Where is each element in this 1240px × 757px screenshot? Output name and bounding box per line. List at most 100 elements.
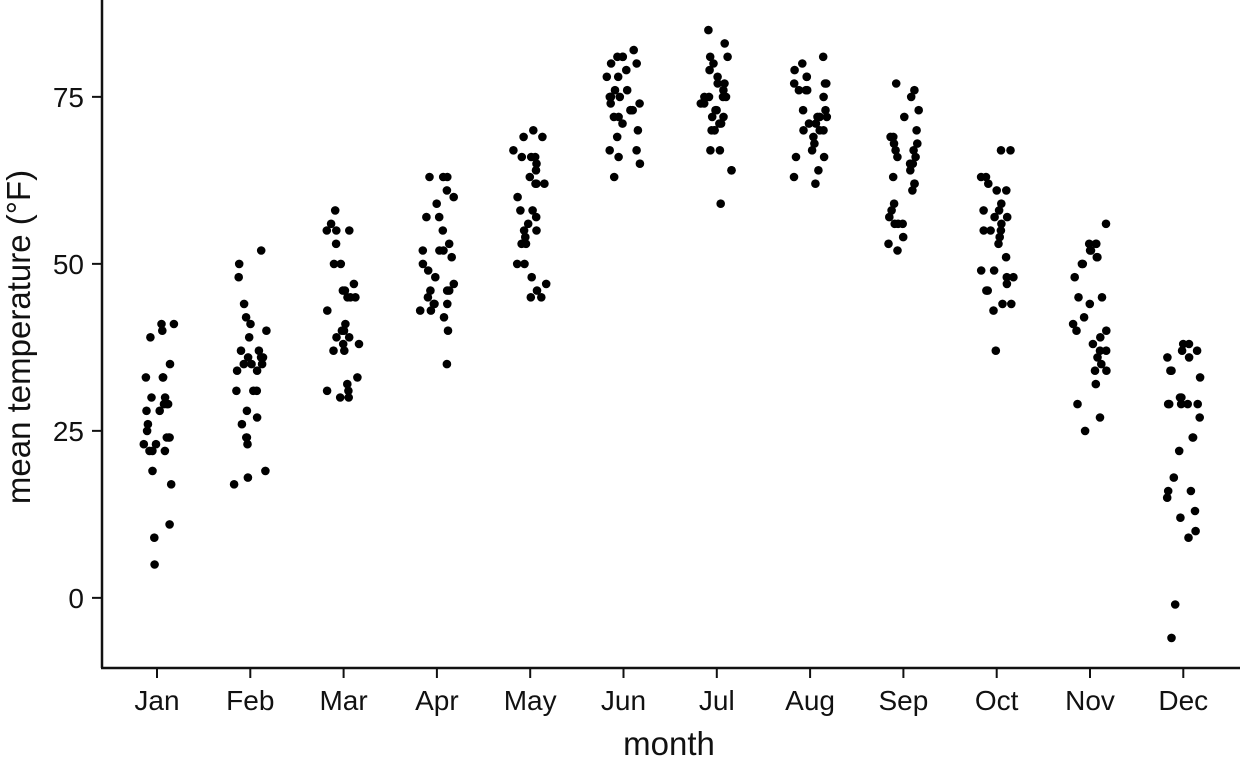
data-point	[789, 172, 799, 182]
data-point	[707, 112, 717, 122]
data-point	[798, 59, 807, 68]
data-point	[330, 206, 340, 215]
data-point	[1074, 293, 1083, 302]
data-point	[1183, 399, 1192, 409]
data-point	[430, 299, 439, 309]
data-point	[1193, 399, 1202, 409]
data-point	[353, 373, 362, 382]
data-point	[443, 326, 453, 336]
data-point	[610, 85, 620, 95]
data-point	[147, 393, 156, 402]
data-point	[1002, 272, 1012, 282]
data-point	[727, 166, 736, 175]
data-point	[141, 373, 151, 382]
data-point	[527, 272, 536, 282]
data-point	[532, 226, 541, 235]
data-point	[705, 52, 715, 62]
data-point	[1174, 446, 1184, 456]
data-point	[910, 179, 919, 188]
x-tick-label: Nov	[1065, 685, 1115, 716]
x-tick-label: May	[504, 685, 557, 716]
data-point	[1167, 633, 1176, 643]
data-point	[906, 92, 916, 102]
data-point	[998, 299, 1007, 309]
x-axis-title: month	[623, 725, 715, 757]
data-point	[237, 419, 247, 429]
data-point	[622, 65, 631, 75]
data-point	[526, 293, 536, 302]
data-point	[158, 373, 168, 382]
data-point	[1084, 239, 1094, 249]
data-point	[256, 246, 266, 255]
data-point	[323, 306, 332, 315]
data-point	[523, 219, 533, 229]
data-point	[1102, 366, 1111, 376]
data-point	[1101, 219, 1111, 229]
data-point	[802, 72, 811, 82]
data-point	[906, 166, 915, 175]
data-point	[332, 333, 341, 342]
data-point	[626, 105, 635, 115]
data-point	[155, 406, 164, 416]
x-tick-label: Aug	[785, 685, 835, 716]
data-point	[821, 105, 830, 115]
data-point	[336, 259, 346, 269]
data-point	[715, 119, 724, 128]
data-point	[439, 313, 449, 322]
data-point	[426, 286, 435, 295]
data-point	[605, 146, 614, 155]
x-ticks-layer: Jan Feb Mar Apr May Jun Jul Aug Sep Oct Nov Dec	[134, 668, 1208, 716]
data-point	[517, 152, 527, 162]
data-point	[913, 139, 922, 148]
x-tick-label: Sep	[878, 685, 928, 716]
data-point	[989, 306, 998, 315]
data-point	[449, 279, 459, 289]
x-tick-label: Jun	[601, 685, 646, 716]
data-point	[888, 172, 898, 182]
data-point	[606, 99, 615, 108]
data-point	[609, 172, 619, 182]
data-point	[341, 319, 350, 329]
data-point	[997, 219, 1006, 229]
data-point	[1097, 359, 1106, 369]
data-point	[615, 92, 625, 102]
data-point	[262, 326, 271, 336]
data-point	[1195, 413, 1204, 422]
data-point	[418, 246, 428, 255]
data-point	[900, 112, 909, 122]
data-point	[995, 232, 1004, 242]
data-point	[1079, 313, 1089, 322]
data-point	[521, 232, 530, 242]
data-point	[232, 366, 242, 376]
data-point	[165, 520, 174, 529]
data-point	[234, 259, 244, 269]
data-point	[344, 333, 354, 342]
data-point	[509, 146, 518, 155]
data-point	[905, 159, 915, 168]
data-point	[622, 85, 632, 95]
data-point	[719, 112, 728, 122]
data-point	[322, 386, 332, 396]
data-point	[256, 353, 266, 362]
data-point	[151, 439, 161, 449]
data-point	[340, 286, 350, 295]
data-point	[329, 259, 339, 269]
data-point	[541, 279, 551, 289]
data-point	[530, 152, 540, 162]
data-point	[442, 186, 452, 195]
data-point	[1163, 486, 1173, 496]
data-point	[1093, 353, 1102, 362]
data-point	[801, 85, 811, 95]
data-point	[345, 226, 354, 235]
data-point	[815, 126, 824, 135]
data-point	[1080, 426, 1090, 436]
data-point	[162, 399, 172, 409]
data-point	[164, 433, 173, 442]
data-point	[606, 92, 615, 102]
data-point	[887, 206, 896, 215]
data-point	[1177, 393, 1186, 402]
data-point	[1192, 346, 1202, 356]
data-point	[331, 239, 341, 249]
data-point	[1163, 353, 1172, 362]
